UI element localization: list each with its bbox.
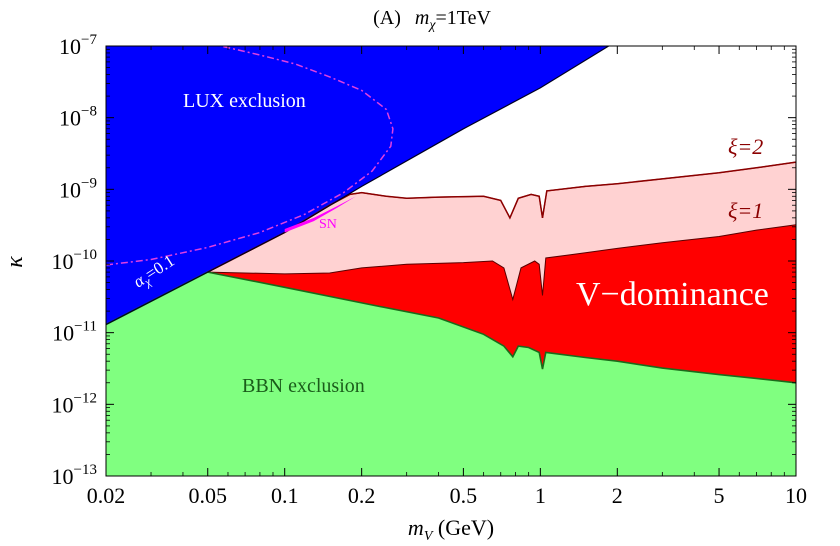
y-tick-label: 10−9 bbox=[59, 175, 97, 202]
plot-regions bbox=[106, 46, 796, 476]
v-dominance-label: V−dominance bbox=[576, 276, 769, 313]
y-tick-label: 10−13 bbox=[52, 462, 97, 489]
x-tick-label: 5 bbox=[714, 483, 725, 508]
x-tick-label: 10 bbox=[785, 483, 807, 508]
bbn-exclusion-region bbox=[106, 272, 796, 476]
y-axis-label: κ bbox=[2, 256, 28, 268]
x-tick-label: 0.1 bbox=[271, 483, 299, 508]
lux-exclusion-region bbox=[106, 46, 609, 325]
x-tick-label: 1 bbox=[535, 483, 546, 508]
xi1-label: ξ=1 bbox=[728, 198, 763, 223]
y-tick-label: 10−10 bbox=[52, 247, 97, 274]
axis-labels: 0.02 0.05 0.1 0.2 0.5 1 2 5 10 10−7 10−8 10−9 10−10 1… bbox=[2, 7, 807, 544]
xi1-region bbox=[207, 224, 796, 383]
x-axis-label: mV (GeV) bbox=[408, 515, 494, 544]
chart-title: (A) mχ=1TeV bbox=[373, 7, 491, 33]
bbn-exclusion-label: BBN exclusion bbox=[242, 375, 365, 397]
lux-boundary bbox=[106, 46, 610, 326]
y-tick-label: 10−11 bbox=[52, 319, 97, 346]
lux-exclusion-label: LUX exclusion bbox=[183, 90, 306, 112]
sn-region bbox=[284, 196, 356, 233]
y-tick-label: 10−8 bbox=[59, 104, 97, 131]
xi1-boundary bbox=[207, 224, 796, 302]
xi2-boundary bbox=[207, 161, 796, 273]
y-tick-label: 10−12 bbox=[52, 390, 97, 417]
x-tick-label: 0.02 bbox=[87, 483, 126, 508]
x-tick-label: 0.2 bbox=[348, 483, 376, 508]
alpha-contour bbox=[106, 46, 394, 266]
y-tick-label: 10−7 bbox=[59, 32, 97, 59]
x-tick-label: 2 bbox=[612, 483, 623, 508]
axis-ticks bbox=[105, 45, 797, 477]
xi2-label: ξ=2 bbox=[728, 134, 763, 159]
x-tick-label: 0.5 bbox=[450, 483, 478, 508]
x-tick-label: 0.05 bbox=[188, 483, 227, 508]
bbn-boundary bbox=[106, 271, 796, 384]
sn-label: SN bbox=[319, 217, 337, 232]
